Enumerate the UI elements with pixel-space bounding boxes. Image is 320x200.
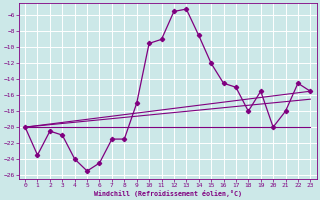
X-axis label: Windchill (Refroidissement éolien,°C): Windchill (Refroidissement éolien,°C) (94, 190, 242, 197)
